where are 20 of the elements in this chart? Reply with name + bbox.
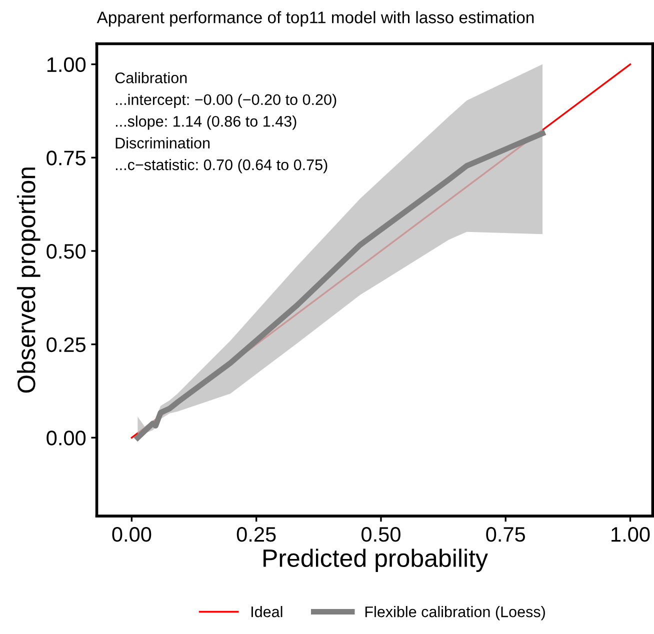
chart-title: Apparent performance of top11 model with lasso estimation (96, 11, 534, 27)
y-axis-title: Observed proportion (16, 168, 40, 393)
annotation: Calibration (115, 72, 187, 84)
x-axis-title: Predicted probability (264, 548, 488, 572)
annotation: ...intercept: −0.00 (−0.20 to 0.20) (116, 94, 336, 108)
annotation: ...c−statistic: 0.70 (0.64 to 0.75) (116, 158, 328, 174)
x-tick-label: 1.00 (612, 527, 650, 542)
y-tick-label: 0.00 (46, 430, 86, 446)
x-tick-label: 0.25 (236, 527, 276, 542)
y-tick-label: 0.25 (46, 337, 86, 352)
legend-label: Flexible calibration (Loess) (365, 606, 545, 620)
legend-label: Ideal (252, 606, 282, 618)
y-tick-label: 1.00 (47, 57, 86, 72)
y-tick-label: 0.75 (46, 150, 86, 166)
annotation: ...slope: 1.14 (0.86 to 1.43) (116, 116, 296, 130)
annotation: Discrimination (116, 137, 210, 148)
x-tick-label: 0.50 (362, 527, 400, 542)
x-tick-label: 0.75 (486, 527, 526, 542)
x-tick-label: 0.00 (112, 527, 152, 542)
y-tick-label: 0.50 (46, 244, 86, 259)
